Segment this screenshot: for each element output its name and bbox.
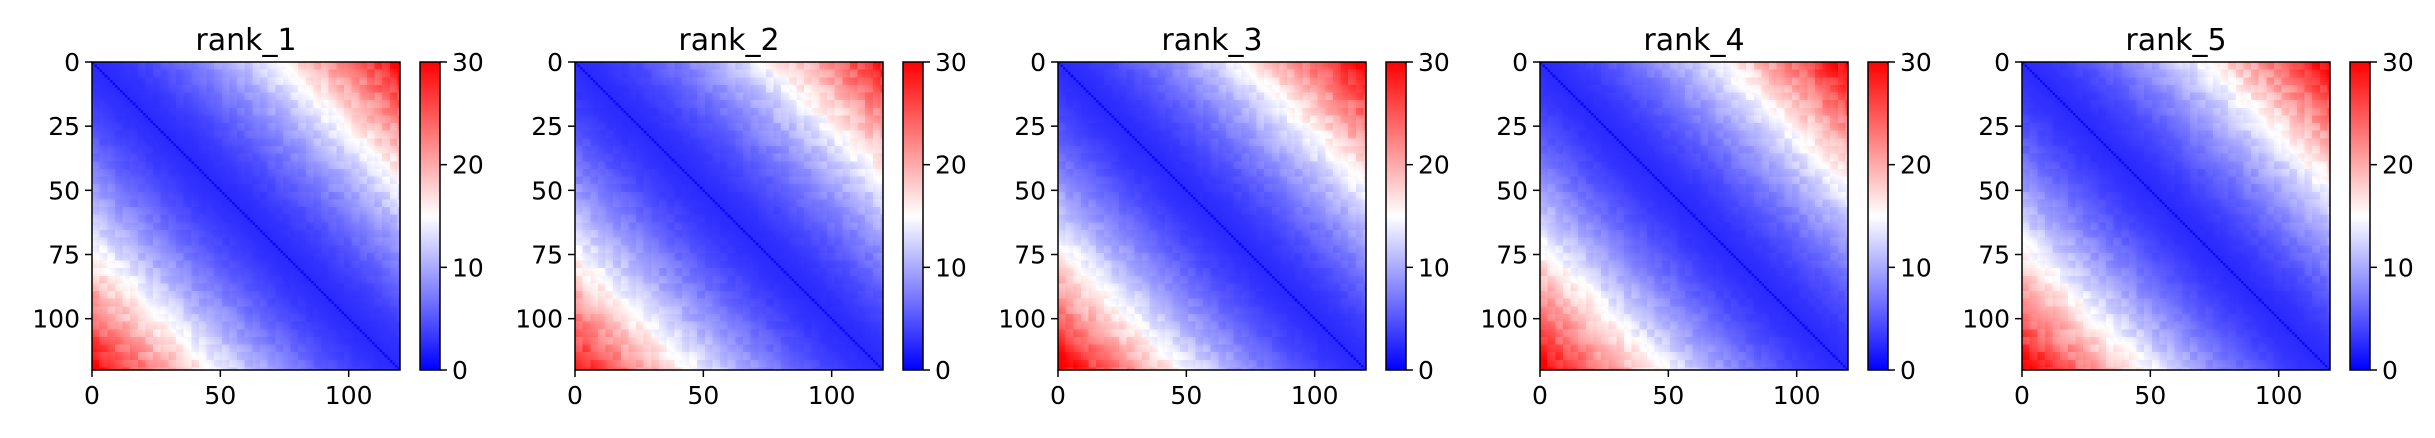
- y-tick-label: 0: [64, 48, 80, 77]
- heatmap-panel-rank_5: rank_5 0 50 100 0 25 50 75 100 0 10 20 30: [1962, 23, 2414, 410]
- axes-frame: [2021, 61, 2331, 371]
- colorbar-tick-label: 0: [1900, 356, 1916, 385]
- y-tick-label: 100: [32, 305, 80, 334]
- x-tick-label: 100: [325, 381, 373, 410]
- y-tick-label: 25: [1496, 112, 1528, 141]
- colorbar-tick-label: 30: [1900, 48, 1932, 77]
- heatmap-panel-rank_4: rank_4 0 50 100 0 25 50 75 100 0 10 20 30: [1480, 23, 1932, 410]
- y-tick-label: 100: [998, 305, 1046, 334]
- y-tick-label: 50: [48, 176, 80, 205]
- colorbar-tick-label: 30: [2382, 48, 2414, 77]
- y-tick-label: 0: [547, 48, 563, 77]
- colorbar-tick-label: 20: [452, 151, 484, 180]
- y-tick-label: 25: [48, 112, 80, 141]
- colorbar-tick-label: 10: [935, 253, 967, 282]
- colorbar-tick-label: 10: [2382, 253, 2414, 282]
- colorbar-tick-label: 30: [1418, 48, 1450, 77]
- heatmap-panel-rank_1: rank_1 0 50 100 0 25 50 75 100 0 10 20 30: [32, 23, 484, 410]
- y-tick-label: 75: [1496, 241, 1528, 270]
- x-tick-label: 0: [84, 381, 100, 410]
- heatmap-panel-rank_2: rank_2 0 50 100 0 25 50 75 100 0 10 20 30: [515, 23, 967, 410]
- colorbar-tick-label: 20: [1418, 151, 1450, 180]
- colorbar-tick-label: 20: [1900, 151, 1932, 180]
- axes-frame: [91, 61, 401, 371]
- colorbar-tick-label: 10: [1418, 253, 1450, 282]
- x-tick-label: 100: [808, 381, 856, 410]
- x-tick-label: 50: [1652, 381, 1684, 410]
- y-tick-label: 75: [531, 241, 563, 270]
- heatmap-image: [575, 62, 883, 370]
- x-tick-label: 0: [1050, 381, 1066, 410]
- colorbar-tick-label: 0: [1418, 356, 1434, 385]
- chart-title: rank_4: [1643, 23, 1744, 58]
- colorbar: [1385, 61, 1407, 371]
- heatmap-panel-rank_3: rank_3 0 50 100 0 25 50 75 100 0 10 20 30: [998, 23, 1450, 410]
- colorbar: [1867, 61, 1889, 371]
- y-tick-label: 75: [1014, 241, 1046, 270]
- y-tick-label: 50: [1014, 176, 1046, 205]
- y-tick-label: 100: [1480, 305, 1528, 334]
- y-tick-label: 50: [1496, 176, 1528, 205]
- axes-frame: [1057, 61, 1367, 371]
- colorbar-tick-label: 20: [2382, 151, 2414, 180]
- y-tick-label: 75: [48, 241, 80, 270]
- y-tick-label: 75: [1978, 241, 2010, 270]
- y-tick-label: 0: [1994, 48, 2010, 77]
- x-tick-label: 0: [1532, 381, 1548, 410]
- colorbar-tick-label: 10: [452, 253, 484, 282]
- x-tick-label: 0: [2014, 381, 2030, 410]
- colorbar-tick-label: 30: [935, 48, 967, 77]
- colorbar: [2349, 61, 2371, 371]
- y-tick-label: 25: [531, 112, 563, 141]
- y-tick-label: 50: [1978, 176, 2010, 205]
- colorbar-tick-label: 0: [452, 356, 468, 385]
- y-tick-label: 25: [1014, 112, 1046, 141]
- y-tick-label: 100: [515, 305, 563, 334]
- y-tick-label: 0: [1512, 48, 1528, 77]
- heatmap-image: [1540, 62, 1848, 370]
- chart-title: rank_3: [1161, 23, 1262, 58]
- chart-title: rank_2: [678, 23, 779, 58]
- x-tick-label: 50: [1170, 381, 1202, 410]
- x-tick-label: 50: [687, 381, 719, 410]
- colorbar-tick-label: 20: [935, 151, 967, 180]
- x-tick-label: 0: [567, 381, 583, 410]
- x-tick-label: 100: [2255, 381, 2303, 410]
- axes-frame: [1539, 61, 1849, 371]
- x-tick-label: 100: [1291, 381, 1339, 410]
- colorbar-tick-label: 30: [452, 48, 484, 77]
- x-tick-label: 100: [1773, 381, 1821, 410]
- chart-title: rank_1: [195, 23, 296, 58]
- heatmap-image: [92, 62, 400, 370]
- y-tick-label: 25: [1978, 112, 2010, 141]
- chart-title: rank_5: [2125, 23, 2226, 58]
- colorbar-tick-label: 0: [935, 356, 951, 385]
- y-tick-label: 50: [531, 176, 563, 205]
- colorbar: [902, 61, 924, 371]
- x-tick-label: 50: [2134, 381, 2166, 410]
- colorbar: [419, 61, 441, 371]
- heatmap-image: [1058, 62, 1366, 370]
- colorbar-tick-label: 0: [2382, 356, 2398, 385]
- axes-frame: [574, 61, 884, 371]
- y-tick-label: 100: [1962, 305, 2010, 334]
- heatmap-image: [2022, 62, 2330, 370]
- colorbar-tick-label: 10: [1900, 253, 1932, 282]
- y-tick-label: 0: [1030, 48, 1046, 77]
- x-tick-label: 50: [204, 381, 236, 410]
